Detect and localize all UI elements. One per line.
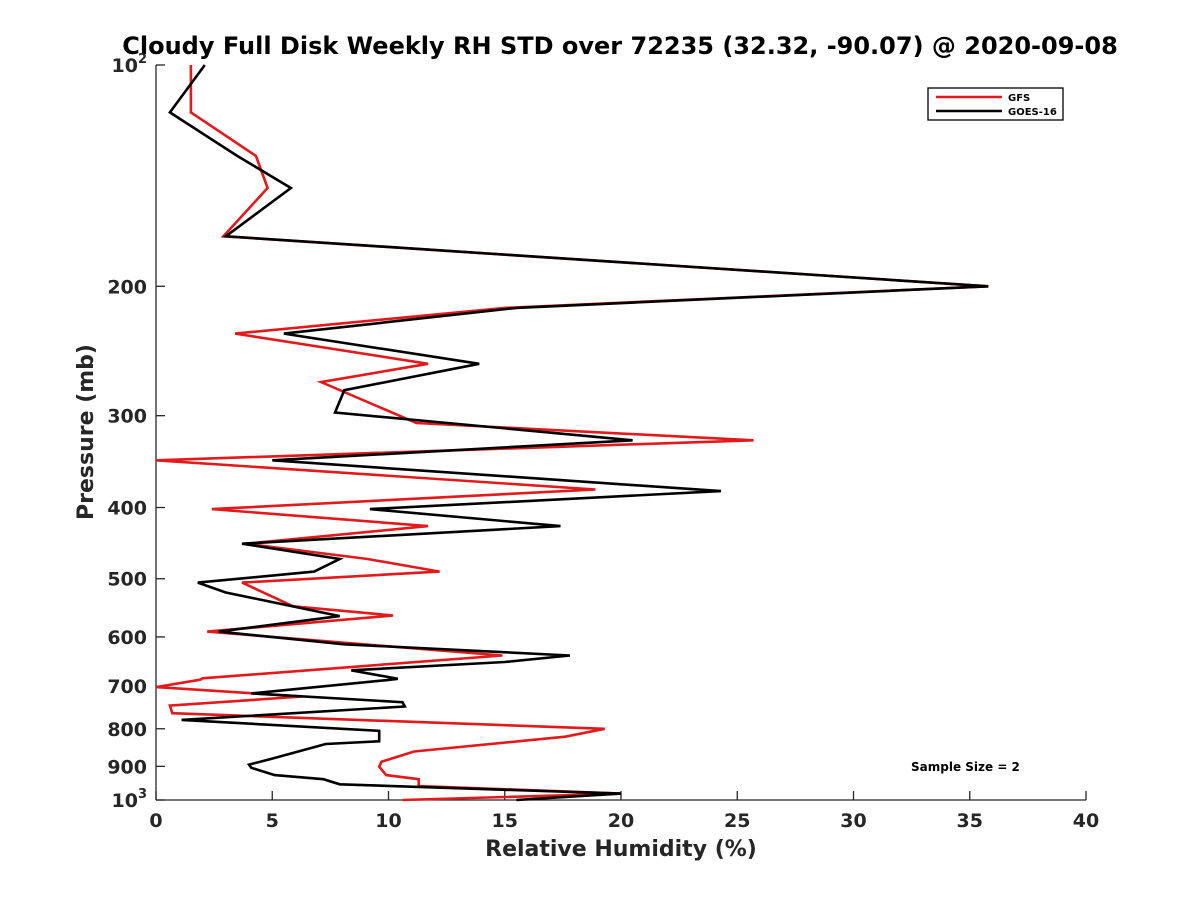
legend-label-gfs: GFS [1008, 93, 1030, 104]
legend-box [927, 87, 1064, 121]
y-tick-label-base: 700 [107, 676, 147, 698]
series-line-gfs [155, 65, 989, 802]
x-tick-label: 40 [1073, 810, 1099, 832]
y-tick-label: 400 [107, 498, 147, 520]
y-tick-label: 102 [112, 52, 148, 77]
y-tick-label: 700 [107, 676, 147, 698]
y-tick-label-exponent: 2 [138, 52, 147, 67]
y-tick-label-base: 400 [107, 498, 147, 520]
series-lines [155, 64, 989, 802]
x-tick-label: 35 [957, 810, 983, 832]
x-tick-label: 10 [375, 810, 401, 832]
y-tick-label-base: 500 [107, 569, 147, 591]
x-tick-label: 20 [608, 810, 634, 832]
x-tick-label: 15 [492, 810, 518, 832]
x-axis-ticks: 0 5 10 15 20 25 30 35 40 [149, 791, 1099, 832]
y-tick-label: 200 [107, 276, 147, 298]
x-tick-label: 25 [724, 810, 750, 832]
y-tick-label: 800 [107, 719, 147, 741]
legend: GFS GOES-16 [927, 87, 1064, 121]
x-tick-label: 5 [266, 810, 279, 832]
y-tick-label: 300 [107, 406, 147, 428]
x-tick-label: 30 [840, 810, 866, 832]
x-axis-label: Relative Humidity (%) [485, 837, 757, 862]
y-tick-label: 103 [112, 787, 148, 812]
series-line-goes-16 [168, 64, 989, 802]
y-tick-label: 600 [107, 627, 147, 649]
y-tick-label: 500 [107, 569, 147, 591]
y-tick-label: 900 [107, 756, 147, 778]
y-tick-label-base: 600 [107, 627, 147, 649]
y-tick-label-exponent: 3 [138, 787, 147, 802]
legend-label-goes-16: GOES-16 [1008, 107, 1057, 118]
y-tick-label-base: 300 [107, 406, 147, 428]
x-tick-label: 0 [149, 810, 162, 832]
sample-size-annotation: Sample Size = 2 [911, 760, 1020, 774]
y-tick-label-base: 10 [112, 55, 138, 77]
y-tick-label-base: 10 [112, 790, 138, 812]
y-tick-label-base: 800 [107, 719, 147, 741]
y-tick-label-base: 900 [107, 756, 147, 778]
y-tick-label-base: 200 [107, 276, 147, 298]
chart-title: Cloudy Full Disk Weekly RH STD over 7223… [122, 32, 1118, 60]
y-axis-label: Pressure (mb) [74, 344, 99, 520]
